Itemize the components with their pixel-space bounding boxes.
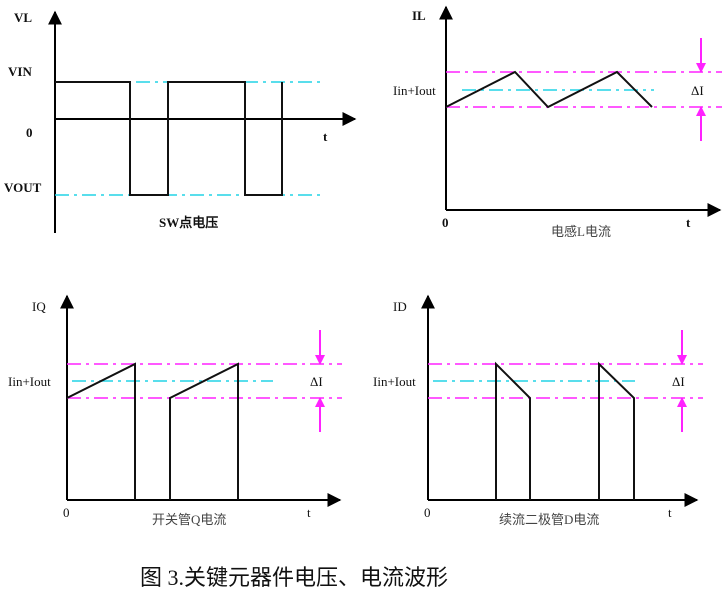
panel-diode-current: ID Iin+Iout ΔI 0 t 续流二极管D电流 — [373, 294, 703, 527]
zero-label: 0 — [424, 505, 431, 520]
delta-i-label: ΔI — [310, 374, 323, 389]
inductor-current-waveform — [445, 70, 653, 109]
panel-inductor-current: IL Iin+Iout ΔI 0 t 电感L电流 — [393, 5, 722, 239]
panel-caption: 电感L电流 — [551, 224, 611, 239]
diode-current-pulse — [598, 361, 635, 500]
delta-i-label: ΔI — [672, 374, 685, 389]
panel-caption: SW点电压 — [159, 215, 218, 230]
sw-voltage-waveform — [55, 81, 283, 196]
y-axis-label: VL — [14, 10, 32, 25]
x-axis-label: t — [668, 505, 672, 520]
vout-label: VOUT — [4, 180, 42, 195]
panel-sw-voltage: VL VIN 0 VOUT t SW点电压 — [4, 10, 357, 233]
delta-i-label: ΔI — [691, 83, 704, 98]
level-label: Iin+Iout — [393, 83, 436, 98]
diode-current-pulse — [495, 361, 531, 500]
figure-caption: 图 3.关键元器件电压、电流波形 — [140, 565, 448, 590]
zero-label: 0 — [26, 125, 33, 140]
panel-caption: 续流二极管D电流 — [499, 512, 599, 527]
switch-current-pulse — [66, 362, 136, 500]
panel-caption: 开关管Q电流 — [152, 512, 226, 527]
vin-label: VIN — [8, 64, 32, 79]
x-axis-label: t — [323, 129, 328, 144]
zero-label: 0 — [63, 505, 70, 520]
panel-switch-current: IQ Iin+Iout ΔI 0 t 开关管Q电流 — [8, 294, 342, 527]
x-axis-label: t — [686, 215, 691, 230]
x-axis-label: t — [307, 505, 311, 520]
switch-current-pulse — [169, 362, 239, 500]
level-label: Iin+Iout — [8, 374, 51, 389]
y-axis-label: IL — [412, 8, 426, 23]
zero-label: 0 — [442, 215, 449, 230]
y-axis-label: ID — [393, 299, 407, 314]
level-label: Iin+Iout — [373, 374, 416, 389]
y-axis-label: IQ — [32, 299, 46, 314]
